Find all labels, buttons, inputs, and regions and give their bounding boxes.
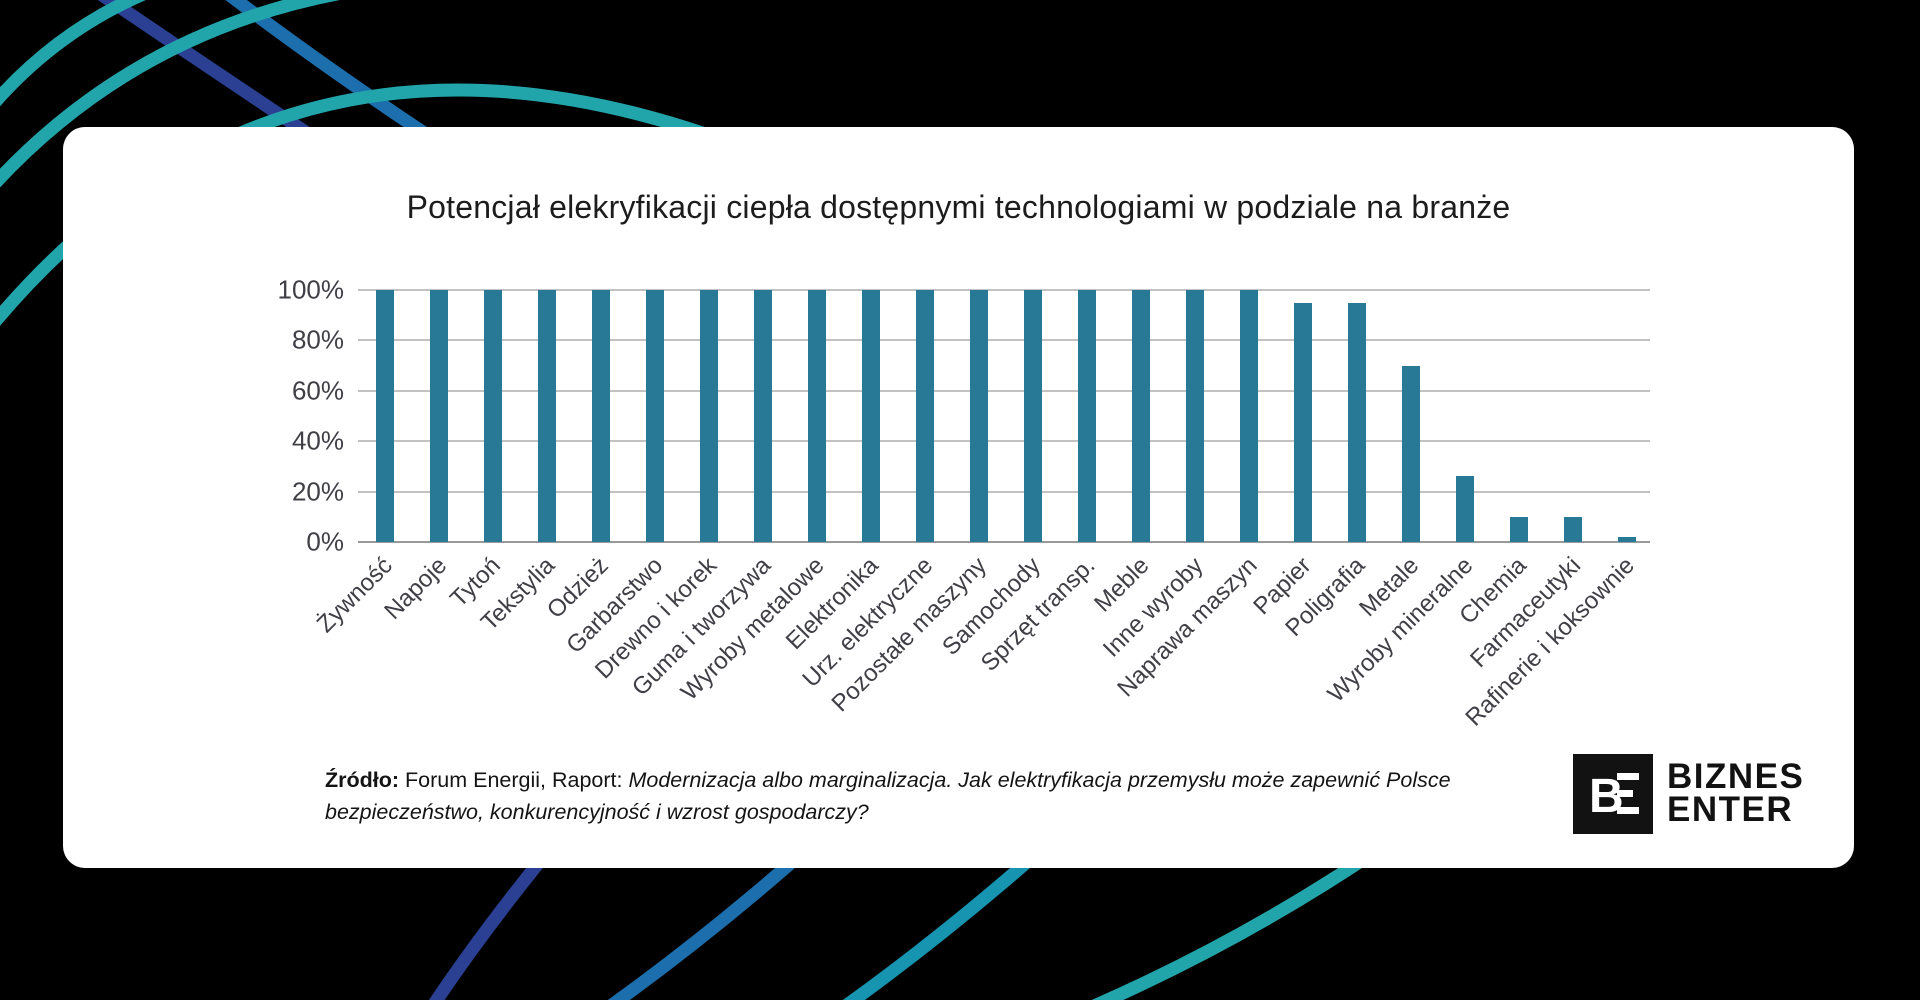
y-axis-tick-label: 60% [291,375,344,406]
arc-navy-bottom [428,850,551,1000]
logo-text-line1: BIZNES [1667,757,1805,797]
gridline [358,389,1650,392]
y-axis-tick-label: 100% [277,274,345,305]
bar [538,290,556,542]
source-label: Źródło: [325,768,400,792]
bar [592,290,610,542]
source-report-title: Modernizacja albo marginalizacja. Jak el… [325,768,1451,824]
bar [1078,290,1096,542]
bar [1024,290,1042,542]
bar [1348,303,1366,542]
arc-teal-bottom [1091,849,1374,1000]
bar [484,290,502,542]
source-note: Źródło: Forum Energii, Raport: Moderniza… [325,765,1510,829]
be-monogram-icon: B [1573,754,1653,834]
arc-teal-top-mid [0,0,340,188]
slide-card: Potencjał elekryfikacji ciepła dostępnym… [63,127,1854,868]
y-axis-tick-label: 20% [291,476,344,507]
bar [1240,290,1258,542]
bar-chart-plot: 0% 20% 40% 60% 80% 100% Żywność Napoje Tytoń Teks… [278,275,1650,731]
bar [808,290,826,542]
bar [376,290,394,542]
bar [430,290,448,542]
x-axis-line [358,541,1650,543]
bar [916,290,934,542]
logo: B BIZNES ENTER [1573,753,1873,835]
bar [862,290,880,542]
bar [1564,517,1582,542]
logo-wordmark: BIZNES ENTER [1667,757,1805,829]
arc-blue-bottom [607,850,805,1000]
y-axis-tick-label: 80% [291,324,344,355]
bar [1402,366,1420,542]
source-reference: Forum Energii, Raport: [399,768,629,792]
gridline [358,490,1650,493]
bar [1618,537,1636,542]
arc-teal-dark-bottom [842,850,1040,1000]
bar [970,290,988,542]
bar [1186,290,1204,542]
bar [1510,517,1528,542]
bar [1294,303,1312,542]
gridline [358,289,1650,291]
y-axis-tick-label: 40% [291,425,344,456]
x-axis-labels: Żywność Napoje Tytoń Tekstylia Odzież Garbars… [312,542,1650,762]
y-axis-tick-label: 0% [306,526,344,557]
bar [646,290,664,542]
gridline [358,339,1650,342]
bar [700,290,718,542]
gridline [358,440,1650,443]
logo-text-line2: ENTER [1667,790,1794,829]
bar [1132,290,1150,542]
arc-teal-top-small [0,0,147,107]
bar [1456,476,1474,542]
x-axis-category-label: Żywność [312,552,399,639]
bar [754,290,772,542]
chart-title: Potencjał elekryfikacji ciepła dostępnym… [406,189,1511,225]
